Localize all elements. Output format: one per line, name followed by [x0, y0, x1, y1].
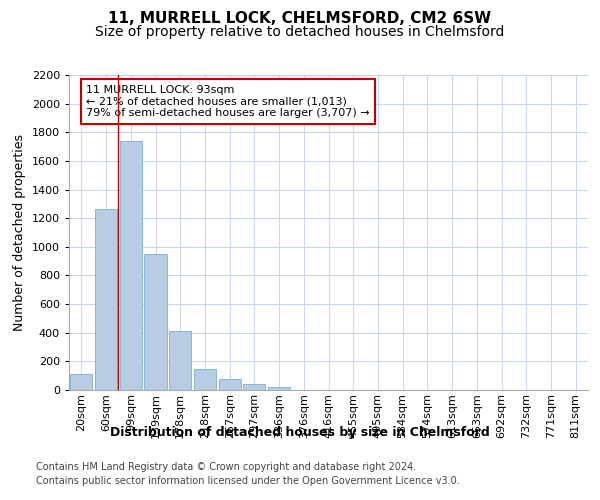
Text: 11 MURRELL LOCK: 93sqm
← 21% of detached houses are smaller (1,013)
79% of semi-: 11 MURRELL LOCK: 93sqm ← 21% of detached…	[86, 85, 370, 118]
Bar	[145, 254, 167, 390]
Bar	[218, 380, 241, 390]
Text: Size of property relative to detached houses in Chelmsford: Size of property relative to detached ho…	[95, 25, 505, 39]
Text: Contains public sector information licensed under the Open Government Licence v3: Contains public sector information licen…	[36, 476, 460, 486]
Bar	[95, 209, 117, 390]
Text: Contains HM Land Registry data © Crown copyright and database right 2024.: Contains HM Land Registry data © Crown c…	[36, 462, 416, 472]
Bar	[70, 374, 92, 390]
Bar	[194, 368, 216, 390]
Bar	[243, 384, 265, 390]
Bar	[169, 330, 191, 390]
Text: Distribution of detached houses by size in Chelmsford: Distribution of detached houses by size …	[110, 426, 490, 439]
Bar	[119, 141, 142, 390]
Text: 11, MURRELL LOCK, CHELMSFORD, CM2 6SW: 11, MURRELL LOCK, CHELMSFORD, CM2 6SW	[109, 11, 491, 26]
Y-axis label: Number of detached properties: Number of detached properties	[13, 134, 26, 331]
Bar	[268, 387, 290, 390]
